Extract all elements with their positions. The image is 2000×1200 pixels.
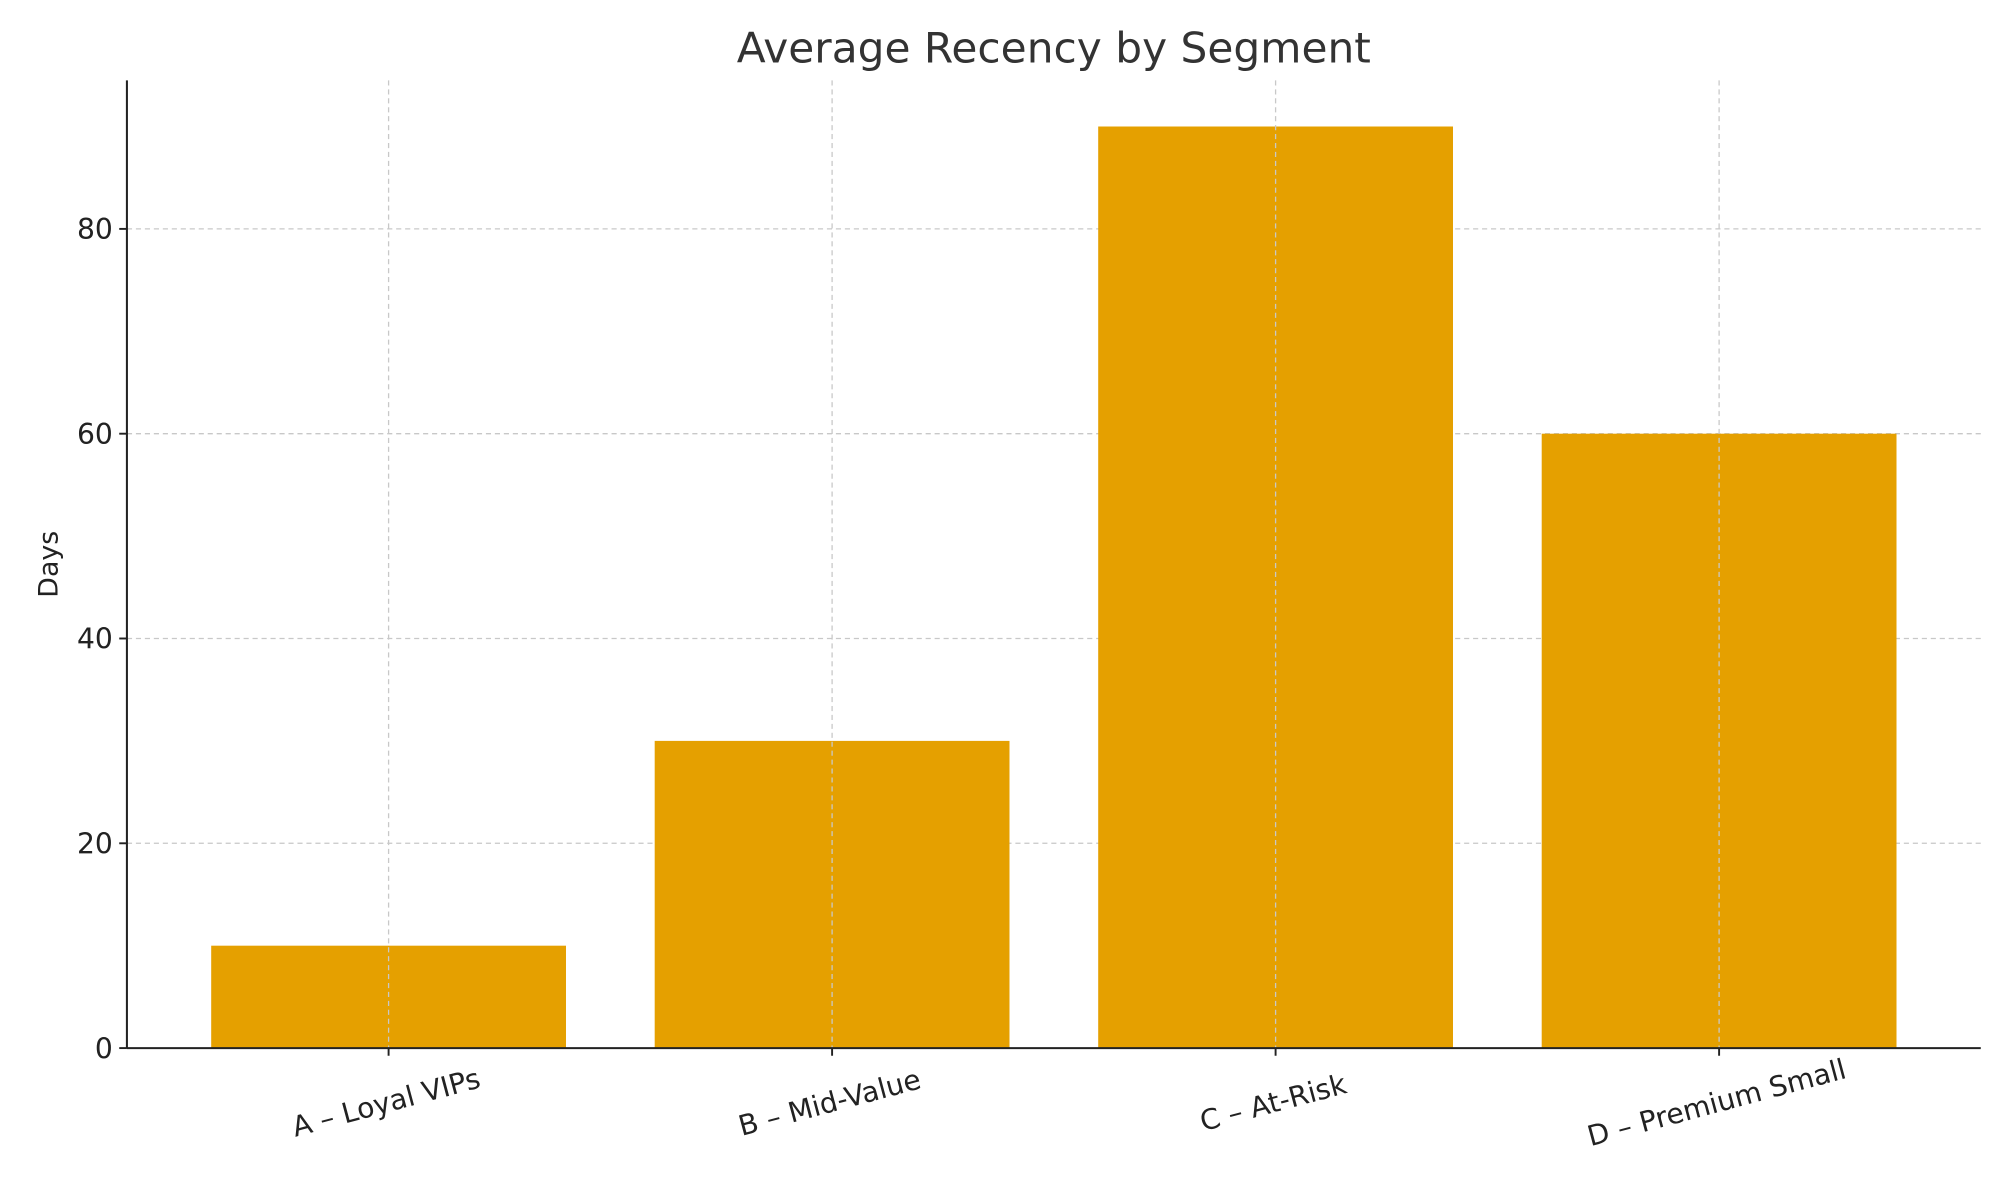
x-tick-label: D – Premium Small: [1584, 1053, 1850, 1153]
y-tick-label: 0: [95, 1032, 113, 1065]
y-axis-label: Days: [34, 531, 65, 598]
chart-title: Average Recency by Segment: [737, 24, 1371, 73]
y-tick-label: 40: [77, 623, 113, 656]
y-tick-label: 80: [77, 213, 113, 246]
vertical-grid: [387, 80, 1720, 1049]
x-tick-label: A – Loyal VIPs: [289, 1062, 484, 1144]
y-tick-label: 60: [77, 418, 113, 451]
bar: [1098, 126, 1453, 1049]
bar: [1541, 433, 1897, 1049]
x-tick-label: B – Mid-Value: [735, 1063, 924, 1143]
y-tick-label: 20: [77, 828, 113, 861]
x-tick-label: C – At-Risk: [1196, 1067, 1350, 1138]
bars: [211, 126, 1897, 1049]
x-ticks: A – Loyal VIPs B – Mid-Value C – At-Risk D …: [289, 1048, 1850, 1153]
axes: [125, 80, 1981, 1050]
y-ticks: 0 20 40 60 80: [77, 213, 127, 1065]
